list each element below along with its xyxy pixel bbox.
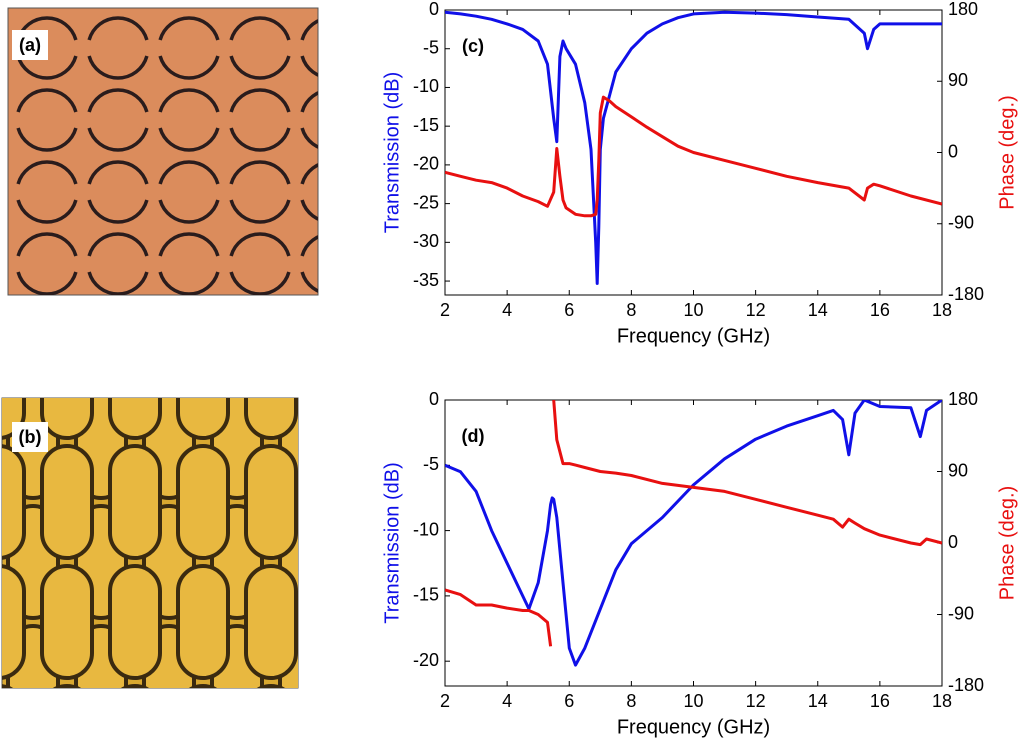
x-tick-label: 14 bbox=[808, 300, 828, 320]
x-tick-label: 4 bbox=[502, 691, 512, 711]
y-tick-label: -15 bbox=[413, 115, 439, 135]
y-tick-label: -25 bbox=[413, 192, 439, 212]
y2-tick-label: -90 bbox=[948, 213, 974, 233]
y-tick-label: -5 bbox=[423, 454, 439, 474]
y-tick-label: 0 bbox=[429, 389, 439, 409]
x-tick-label: 16 bbox=[870, 300, 890, 320]
y2-tick-label: 180 bbox=[948, 0, 978, 19]
y-tick-label: 0 bbox=[429, 0, 439, 19]
x-axis-label: Frequency (GHz) bbox=[617, 325, 770, 347]
x-tick-label: 14 bbox=[808, 691, 828, 711]
y2-tick-label: -180 bbox=[948, 675, 984, 695]
x-tick-label: 12 bbox=[746, 300, 766, 320]
photo-b: (b) bbox=[2, 398, 298, 688]
x-tick-label: 4 bbox=[502, 300, 512, 320]
x-tick-label: 6 bbox=[564, 691, 574, 711]
x-tick-label: 10 bbox=[683, 300, 703, 320]
y-tick-label: -35 bbox=[413, 270, 439, 290]
y2-tick-label: -180 bbox=[948, 284, 984, 304]
x-tick-label: 6 bbox=[564, 300, 574, 320]
photo-a: (a) bbox=[8, 8, 318, 295]
y2-tick-label: -90 bbox=[948, 603, 974, 623]
y2-tick-label: 0 bbox=[948, 141, 958, 161]
y-tick-label: -5 bbox=[423, 37, 439, 57]
series-line bbox=[445, 12, 942, 283]
x-tick-label: 16 bbox=[870, 691, 890, 711]
panel-label: (b) bbox=[19, 427, 42, 447]
series-line bbox=[445, 97, 942, 216]
y2-tick-label: 90 bbox=[948, 460, 968, 480]
panel-label: (a) bbox=[19, 35, 41, 55]
x-tick-label: 2 bbox=[440, 691, 450, 711]
y-axis-label: Transmission (dB) bbox=[381, 462, 403, 624]
x-tick-label: 12 bbox=[746, 691, 766, 711]
series-line bbox=[445, 400, 942, 665]
y2-axis-label: Phase (deg.) bbox=[996, 95, 1018, 210]
y-tick-label: -20 bbox=[413, 650, 439, 670]
y-tick-label: -15 bbox=[413, 585, 439, 605]
plot-frame bbox=[445, 400, 942, 686]
y-tick-label: -10 bbox=[413, 76, 439, 96]
x-tick-label: 8 bbox=[626, 300, 636, 320]
y2-tick-label: 0 bbox=[948, 532, 958, 552]
y2-tick-label: 180 bbox=[948, 389, 978, 409]
x-tick-label: 2 bbox=[440, 300, 450, 320]
y2-axis-label: Phase (deg.) bbox=[996, 486, 1018, 601]
y-tick-label: -20 bbox=[413, 154, 439, 174]
photo-a-rings bbox=[8, 8, 318, 295]
annotation: (c) bbox=[462, 36, 484, 56]
x-tick-label: 10 bbox=[683, 691, 703, 711]
y-axis-label: Transmission (dB) bbox=[381, 72, 403, 234]
y2-tick-label: 90 bbox=[948, 70, 968, 90]
series-line bbox=[445, 400, 942, 646]
annotation: (d) bbox=[462, 426, 485, 446]
x-tick-label: 8 bbox=[626, 691, 636, 711]
x-axis-label: Frequency (GHz) bbox=[617, 716, 770, 738]
y-tick-label: -10 bbox=[413, 519, 439, 539]
figure: (a) (b) 2 4 6 8 10 12 14 16 180 -5 -10 -15 -20 -25 -30… bbox=[0, 0, 1023, 742]
y-tick-label: -30 bbox=[413, 231, 439, 251]
